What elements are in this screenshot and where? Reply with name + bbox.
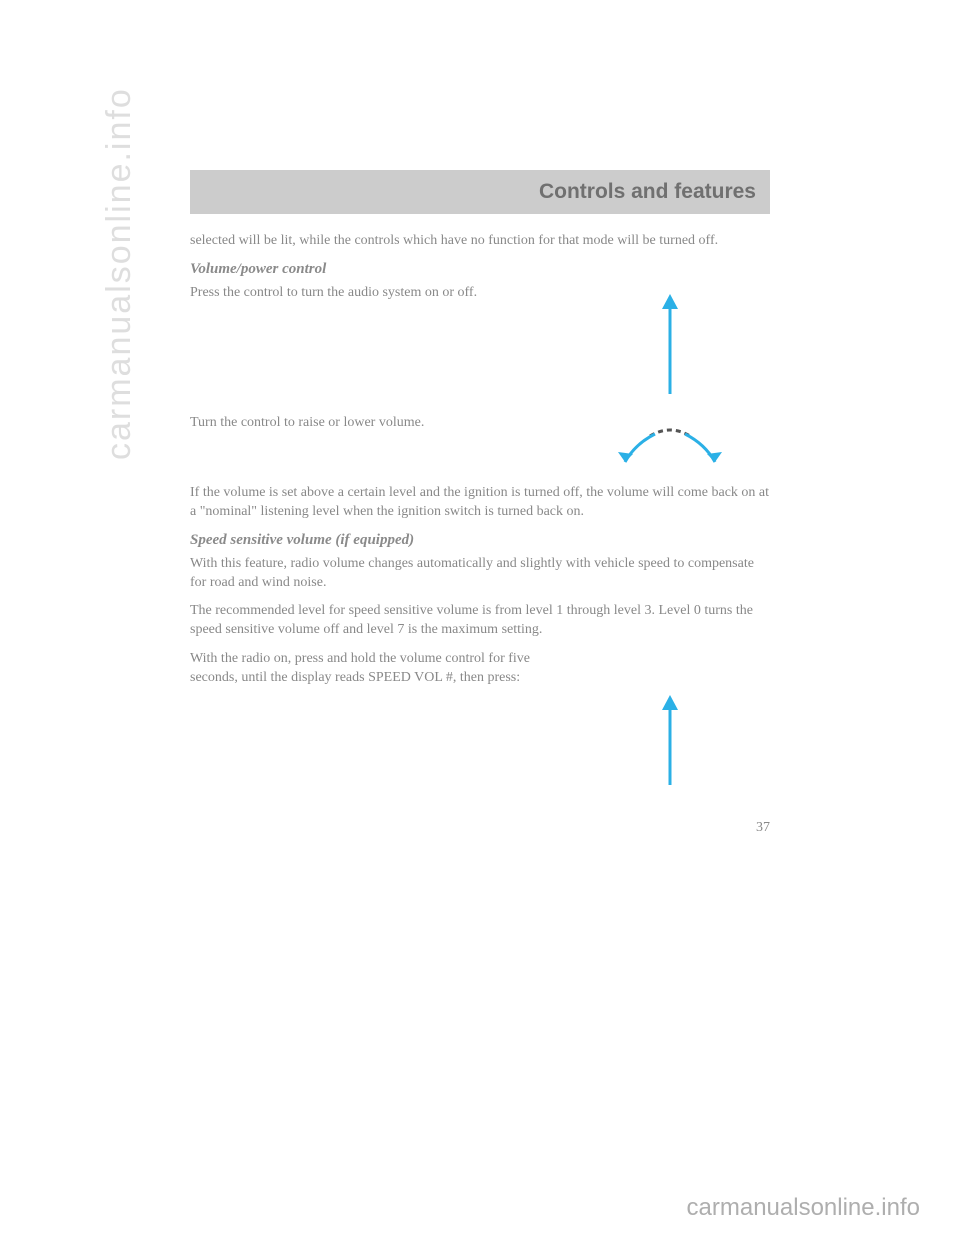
paragraph-volume-note: If the volume is set above a certain lev…: [190, 484, 770, 522]
header-title: Controls and features: [539, 180, 756, 203]
rotate-arrows-icon: [600, 414, 740, 474]
paragraph-intro: selected will be lit, while the controls…: [190, 232, 770, 251]
page-number: 37: [190, 820, 770, 836]
subheading-speed: Speed sensitive volume (if equipped): [190, 532, 770, 549]
arrow-up-icon-2: [640, 690, 700, 790]
paragraph-speed-3: With the radio on, press and hold the vo…: [190, 650, 550, 688]
arrow-up-icon-1: [640, 289, 700, 399]
paragraph-speed-1: With this feature, radio volume changes …: [190, 555, 770, 593]
page-content: Controls and features selected will be l…: [190, 170, 770, 836]
watermark-side: carmanualsonline.info: [100, 87, 139, 460]
subheading-volume: Volume/power control: [190, 261, 770, 278]
header-band: Controls and features: [190, 170, 770, 214]
paragraph-speed-2: The recommended level for speed sensitiv…: [190, 602, 770, 640]
paragraph-press-control: Press the control to turn the audio syst…: [190, 284, 550, 303]
paragraph-turn-control: Turn the control to raise or lower volum…: [190, 414, 550, 433]
watermark-bottom: carmanualsonline.info: [687, 1194, 920, 1222]
